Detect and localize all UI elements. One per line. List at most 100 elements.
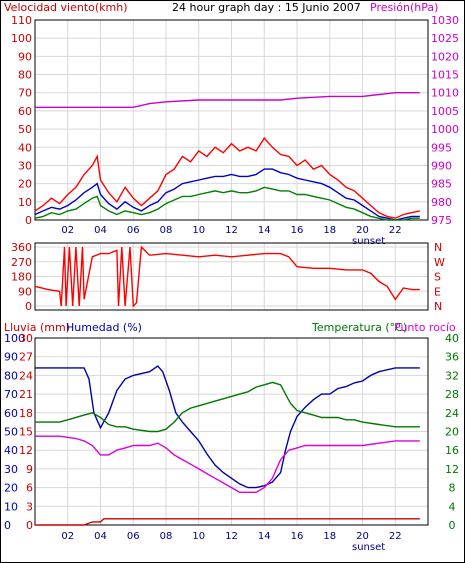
series-temperatura: [35, 381, 420, 433]
c1-xtick-label: 16: [291, 225, 304, 236]
wind-tick-label: 30: [18, 159, 32, 172]
temperature-tick-label: 28: [445, 388, 459, 401]
humidity-tick-label: 90: [4, 351, 18, 364]
direction-deg-label: 0: [25, 300, 32, 313]
wind-tick-label: 110: [11, 14, 32, 27]
series-punto_rocio: [35, 435, 420, 493]
series-humedad: [35, 365, 420, 489]
wind-axis-label: Velocidad viento(kmh): [4, 1, 128, 14]
rain-tick-label: 6: [26, 482, 33, 495]
sunset-label: sunset: [352, 236, 385, 247]
humidity-tick-label: 100: [4, 332, 25, 345]
wind-tick-label: 50: [18, 123, 32, 136]
rain-tick-label: 0: [26, 519, 33, 532]
rain-humidity-temp-chart: Lluvia (mm) Humedad (%) Temperatura (°C)…: [4, 321, 459, 553]
c1-xtick-label: 14: [258, 225, 271, 236]
temperature-tick-label: 4: [449, 500, 456, 513]
pressure-tick-label: 1030: [431, 14, 459, 27]
pressure-tick-label: 990: [431, 159, 452, 172]
direction-compass-label: E: [434, 285, 441, 298]
pressure-axis-label: Presión(hPa): [370, 1, 438, 14]
plot-frame: [34, 19, 429, 221]
wind-tick-label: 70: [18, 87, 32, 100]
c3-xtick-label: 20: [356, 531, 369, 542]
direction-compass-label: N: [434, 300, 442, 313]
c3-xtick-label: 16: [291, 531, 304, 542]
humidity-axis-label: Humedad (%): [66, 321, 142, 334]
c3-xtick-label: 06: [127, 531, 140, 542]
pressure-tick-label: 1005: [431, 105, 459, 118]
humidity-tick-label: 60: [4, 407, 18, 420]
c3-xtick-label: 10: [192, 531, 205, 542]
humidity-tick-label: 50: [4, 426, 18, 439]
c3-xtick-label: 04: [94, 531, 107, 542]
humidity-tick-label: 10: [4, 500, 18, 513]
c1-xtick-label: 20: [356, 225, 369, 236]
c3-xtick-label: 02: [61, 531, 74, 542]
series-lluvia: [35, 518, 420, 526]
c1-xtick-label: 06: [127, 225, 140, 236]
pressure-tick-label: 1025: [431, 32, 459, 45]
pressure-tick-label: 975: [431, 214, 452, 227]
temperature-tick-label: 8: [449, 482, 456, 495]
temperature-tick-label: 0: [449, 519, 456, 532]
rain-axis-label: Lluvia (mm): [4, 321, 70, 334]
direction-deg-label: 180: [11, 271, 32, 284]
pressure-tick-label: 1020: [431, 50, 459, 63]
c1-xtick-label: 08: [160, 225, 173, 236]
humidity-tick-label: 0: [4, 519, 11, 532]
pressure-tick-label: 1010: [431, 87, 459, 100]
temperature-tick-label: 32: [445, 369, 459, 382]
direction-deg-label: 360: [11, 241, 32, 254]
c3-xtick-label: 18: [323, 531, 336, 542]
c1-xtick-label: 10: [192, 225, 205, 236]
c1-xtick-label: 04: [94, 225, 107, 236]
wind-tick-label: 40: [18, 141, 32, 154]
wind-tick-label: 10: [18, 196, 32, 209]
pressure-tick-label: 1000: [431, 123, 459, 136]
humidity-tick-label: 40: [4, 444, 18, 457]
wind-pressure-chart: Velocidad viento(kmh) 24 hour graph day …: [4, 1, 459, 247]
series-direction: [34, 245, 420, 308]
plot-frame: [34, 337, 429, 526]
series-wind_min: [34, 186, 420, 221]
temperature-axis-label: Temperatura (°C): [311, 321, 407, 334]
wind-tick-label: 20: [18, 178, 32, 191]
series-pressure: [35, 92, 420, 108]
c3-xtick-label: 14: [258, 531, 271, 542]
temperature-tick-label: 12: [445, 463, 459, 476]
direction-compass-label: S: [434, 271, 441, 284]
direction-compass-label: W: [434, 256, 445, 269]
humidity-tick-label: 80: [4, 369, 18, 382]
humidity-tick-label: 30: [4, 463, 18, 476]
humidity-tick-label: 20: [4, 482, 18, 495]
temperature-tick-label: 40: [445, 332, 459, 345]
rain-tick-label: 9: [26, 463, 33, 476]
plot-frame: [34, 242, 429, 311]
series-gust: [34, 137, 420, 219]
rain-tick-label: 27: [19, 351, 33, 364]
chart-title: 24 hour graph day : 15 Junio 2007: [172, 1, 361, 14]
rain-tick-label: 3: [26, 500, 33, 513]
c3-xtick-label: 08: [160, 531, 173, 542]
c3-xtick-label: 12: [225, 531, 238, 542]
temperature-tick-label: 16: [445, 444, 459, 457]
c1-xtick-label: 12: [225, 225, 238, 236]
temperature-tick-label: 20: [445, 426, 459, 439]
c1-xtick-label: 22: [389, 225, 402, 236]
pressure-tick-label: 980: [431, 196, 452, 209]
pressure-tick-label: 995: [431, 141, 452, 154]
c1-xtick-label: 18: [323, 225, 336, 236]
rain-tick-label: 24: [19, 369, 33, 382]
pressure-tick-label: 1015: [431, 69, 459, 82]
temperature-tick-label: 24: [445, 407, 459, 420]
direction-compass-label: N: [434, 241, 442, 254]
sunset-label-bottom: sunset: [352, 542, 385, 553]
wind-direction-chart: 0 N 90 E 180 S 270 W 360 N: [11, 241, 445, 313]
rain-tick-label: 18: [19, 407, 33, 420]
direction-deg-label: 90: [18, 285, 32, 298]
rain-tick-label: 12: [19, 444, 33, 457]
rain-tick-label: 15: [19, 426, 33, 439]
